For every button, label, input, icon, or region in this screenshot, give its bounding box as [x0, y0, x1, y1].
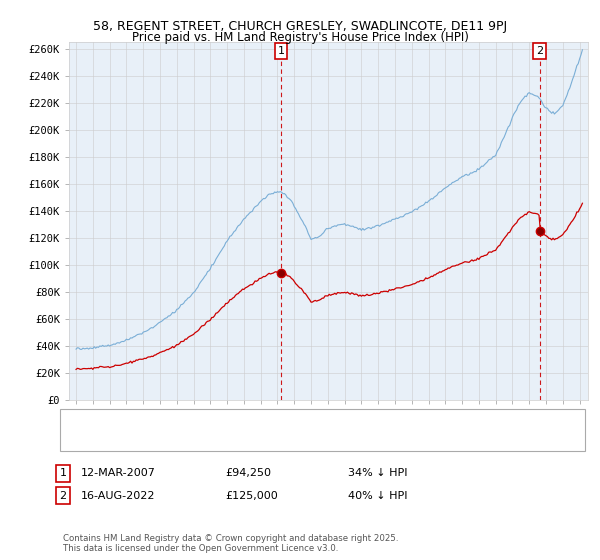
Text: ——: —— [69, 435, 94, 448]
Text: 1: 1 [59, 468, 67, 478]
Text: £94,250: £94,250 [225, 468, 271, 478]
Text: £125,000: £125,000 [225, 491, 278, 501]
Text: 58, REGENT STREET, CHURCH GRESLEY, SWADLINCOTE, DE11 9PJ (semi-detached house): 58, REGENT STREET, CHURCH GRESLEY, SWADL… [99, 416, 537, 426]
Text: ——: —— [69, 414, 94, 427]
Text: 2: 2 [536, 46, 543, 56]
Text: 58, REGENT STREET, CHURCH GRESLEY, SWADLINCOTE, DE11 9PJ: 58, REGENT STREET, CHURCH GRESLEY, SWADL… [93, 20, 507, 32]
Text: Contains HM Land Registry data © Crown copyright and database right 2025.
This d: Contains HM Land Registry data © Crown c… [63, 534, 398, 553]
Text: 1: 1 [277, 46, 284, 56]
Text: 40% ↓ HPI: 40% ↓ HPI [348, 491, 407, 501]
Text: Price paid vs. HM Land Registry's House Price Index (HPI): Price paid vs. HM Land Registry's House … [131, 31, 469, 44]
Text: 12-MAR-2007: 12-MAR-2007 [81, 468, 156, 478]
Text: 34% ↓ HPI: 34% ↓ HPI [348, 468, 407, 478]
Text: HPI: Average price, semi-detached house, South Derbyshire: HPI: Average price, semi-detached house,… [99, 437, 392, 446]
Text: 16-AUG-2022: 16-AUG-2022 [81, 491, 155, 501]
Text: 2: 2 [59, 491, 67, 501]
